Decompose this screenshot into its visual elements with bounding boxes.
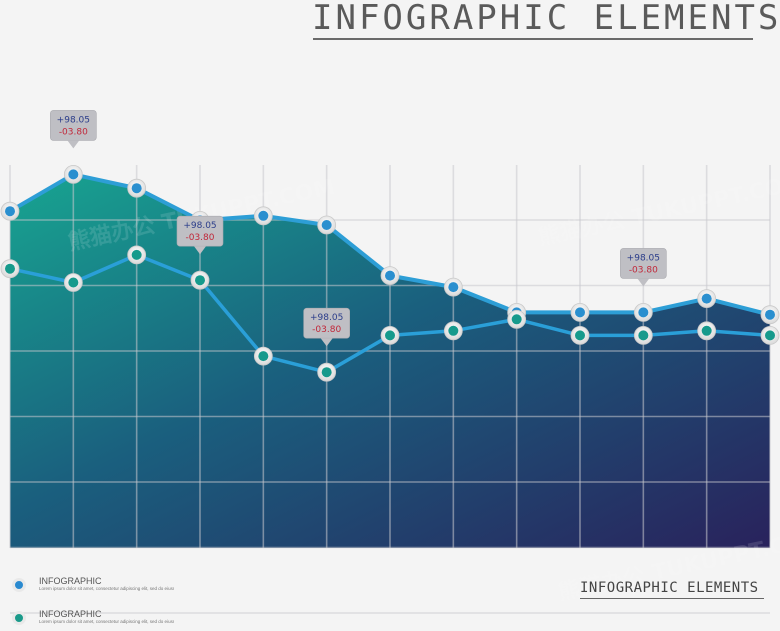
series-1-point-center bbox=[131, 183, 142, 194]
footer-title: INFOGRAPHIC ELEMENTS bbox=[580, 580, 759, 596]
series-2-point-center bbox=[575, 330, 585, 341]
value-callout: +98.05 -03.80 bbox=[620, 248, 667, 287]
title-underline bbox=[313, 38, 753, 40]
page-title: INFOGRAPHIC ELEMENTS bbox=[312, 0, 780, 38]
callout-pointer bbox=[637, 278, 650, 287]
value-callout: +98.05 -03.80 bbox=[303, 307, 350, 347]
series-2-point-center bbox=[5, 263, 15, 274]
series-2-point-center bbox=[321, 367, 332, 378]
series-2-point-center bbox=[765, 330, 775, 341]
legend-label: INFOGRAPHIC bbox=[39, 609, 102, 619]
series-2-point-center bbox=[258, 351, 269, 362]
series-1-point-center bbox=[5, 206, 15, 217]
footer-underline bbox=[580, 598, 764, 599]
callout-value-down: -03.80 bbox=[185, 233, 214, 243]
series-2-point-center bbox=[701, 325, 712, 336]
series-1-point-center bbox=[701, 293, 712, 304]
callout-pointer bbox=[320, 338, 333, 347]
series-2-point-center bbox=[448, 325, 459, 336]
callout-value-up: +98.05 bbox=[57, 115, 90, 125]
legend-description: Lorem ipsum dolor sit amet, consectetur … bbox=[39, 619, 174, 624]
series-2-point-center bbox=[195, 275, 205, 286]
value-callout: +98.05 -03.80 bbox=[176, 215, 224, 255]
legend-dot-icon bbox=[12, 611, 26, 625]
callout-value-down: -03.80 bbox=[629, 265, 658, 275]
series-1-point-center bbox=[68, 169, 79, 180]
series-2-point-center bbox=[638, 330, 649, 341]
callout-value-up: +98.05 bbox=[310, 313, 343, 323]
series-1-point-center bbox=[258, 210, 269, 221]
series-1-point-center bbox=[575, 307, 585, 318]
series-1-point-center bbox=[321, 220, 332, 230]
callout-value-down: -03.80 bbox=[312, 325, 341, 335]
value-callout: +98.05 -03.80 bbox=[50, 110, 97, 149]
series-2-point-center bbox=[68, 277, 79, 288]
series-2-point-center bbox=[385, 330, 395, 341]
series-1-point-center bbox=[448, 282, 459, 293]
legend-label: INFOGRAPHIC bbox=[39, 576, 102, 586]
callout-pointer bbox=[67, 140, 80, 149]
series-2-point-center bbox=[511, 314, 522, 325]
legend-description: Lorem ipsum dolor sit amet, consectetur … bbox=[39, 586, 174, 591]
series-1-point-center bbox=[765, 309, 775, 320]
legend-dot-icon bbox=[12, 578, 26, 592]
watermark-text: 熊猫办公 TUKUPPT.COM bbox=[536, 169, 780, 251]
callout-value-up: +98.05 bbox=[627, 253, 660, 263]
series-1-point-center bbox=[638, 307, 649, 318]
series-1-point-center bbox=[385, 270, 395, 281]
callout-value-down: -03.80 bbox=[59, 127, 88, 137]
callout-value-up: +98.05 bbox=[183, 221, 216, 231]
series-2-point-center bbox=[131, 249, 142, 260]
callout-pointer bbox=[194, 246, 206, 255]
